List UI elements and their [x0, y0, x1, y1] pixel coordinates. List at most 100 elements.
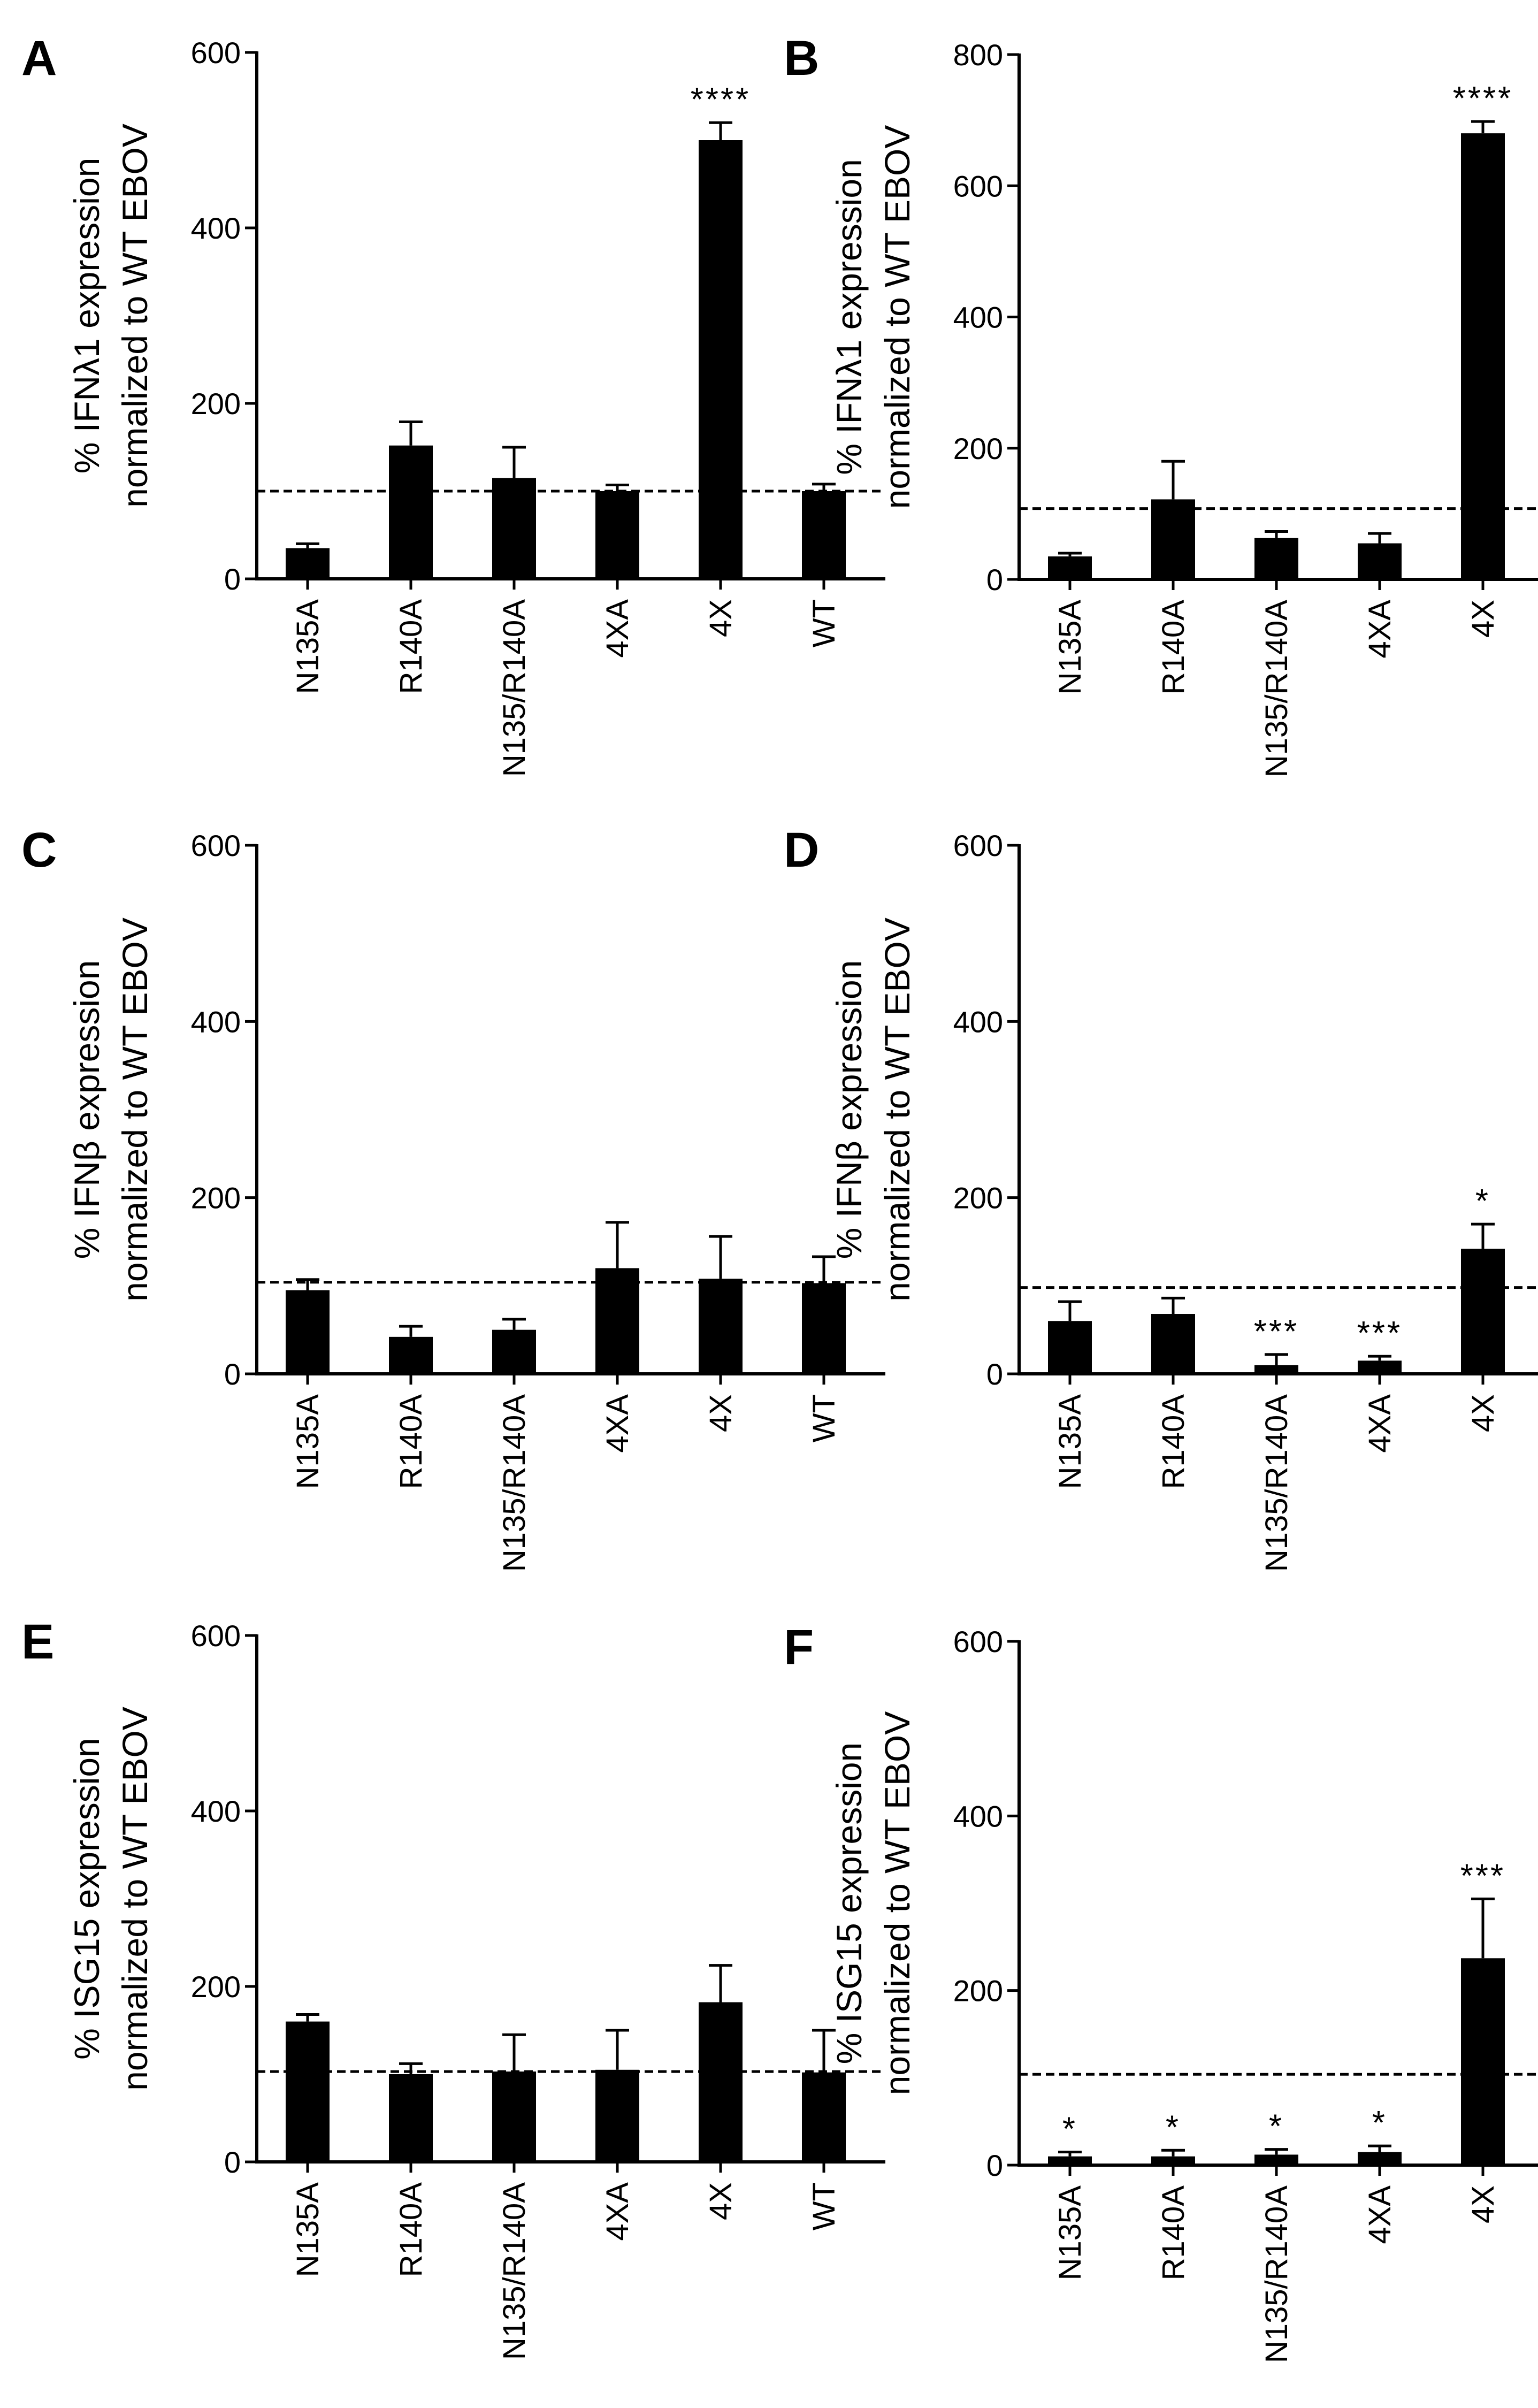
x-tick-label: 4XA [600, 1394, 635, 1453]
x-tick-label: 4XA [1363, 1394, 1397, 1453]
bar [699, 140, 743, 579]
panel-b: B % IFNλ1 expression normalized to WT EBOV… [784, 31, 1538, 777]
y-tick-label: 0 [986, 563, 1003, 597]
panel-letter: E [21, 1615, 54, 1669]
x-tick-label: R140A [394, 2182, 429, 2277]
x-tick-label: N135/R140A [497, 1394, 532, 1572]
bar [699, 2002, 743, 2162]
bar [492, 2071, 536, 2162]
x-tick-label: 4X [703, 2182, 738, 2220]
bar [1358, 2152, 1402, 2165]
bar [699, 1279, 743, 1374]
y-tick-label: 0 [224, 2145, 241, 2179]
y-axis-label-line2: normalized to WT EBOV [115, 918, 155, 1302]
significance-marker: *** [1254, 1313, 1299, 1350]
bar [492, 1329, 536, 1374]
bar [595, 2069, 639, 2162]
y-tick-label: 600 [191, 829, 241, 862]
y-axis-label-line1: % IFNλ1 expression [829, 159, 869, 475]
panel-c: C% IFNβ expression normalized to WT EBOV0… [21, 823, 885, 1572]
y-tick-label: 200 [953, 1181, 1003, 1215]
significance-marker: * [1475, 1183, 1490, 1220]
bar [1151, 499, 1195, 579]
x-tick-label: 4X [1466, 600, 1501, 638]
x-tick-label: N135A [290, 2182, 325, 2277]
x-tick-label: WT [807, 599, 841, 647]
y-tick-label: 200 [191, 1970, 241, 2004]
y-axis-label-line1: % ISG15 expression [829, 1742, 869, 2065]
y-tick-label: 200 [191, 1181, 241, 1215]
y-tick-label: 600 [953, 169, 1003, 203]
panel-d: D % IFNβ expression normalized to WT EBOV 0… [784, 823, 1538, 1572]
y-tick-label: 400 [953, 301, 1003, 334]
significance-marker: *** [1357, 1315, 1402, 1352]
y-tick-label: 400 [953, 1799, 1003, 1833]
y-tick-label: 0 [224, 1357, 241, 1391]
y-tick-label: 600 [191, 36, 241, 70]
x-tick-label: 4X [1466, 2185, 1501, 2223]
y-tick-label: 400 [191, 1005, 241, 1038]
x-tick-label: 4XA [1363, 600, 1397, 659]
x-tick-label: N135A [1053, 2185, 1088, 2281]
bar [1048, 1321, 1092, 1374]
x-tick-label: R140A [394, 599, 429, 694]
significance-marker: * [1166, 2109, 1181, 2146]
y-tick-label: 200 [953, 1974, 1003, 2008]
panel-letter: F [784, 1620, 814, 1675]
bar [389, 2074, 433, 2162]
y-axis-label-line2: normalized to WT EBOV [877, 125, 917, 509]
x-tick-label: 4XA [1363, 2185, 1397, 2244]
x-tick-label: R140A [394, 1394, 429, 1489]
bar [802, 2072, 846, 2162]
bar [802, 491, 846, 579]
bar [595, 1268, 639, 1374]
bar [286, 2021, 330, 2162]
bar [286, 548, 330, 579]
bar [1254, 2154, 1298, 2165]
significance-marker: * [1062, 2111, 1077, 2148]
y-axis-label-line2: normalized to WT EBOV [115, 124, 155, 508]
y-tick-label: 800 [953, 38, 1003, 72]
panel-a: A% IFNλ1 expression normalized to WT EBOV… [21, 31, 885, 777]
x-tick-label: WT [807, 1394, 841, 1442]
y-axis-label-line2: normalized to WT EBOV [115, 1707, 155, 2091]
bar [802, 1283, 846, 1374]
y-axis-label-line2: normalized to WT EBOV [877, 1711, 917, 2096]
significance-marker: *** [1460, 1857, 1505, 1894]
y-tick-label: 600 [953, 1625, 1003, 1658]
y-axis-label-line1: % IFNλ1 expression [67, 158, 106, 474]
x-tick-label: N135/R140A [497, 2182, 532, 2360]
x-tick-label: WT [807, 2182, 841, 2230]
x-tick-label: N135/R140A [1259, 600, 1294, 777]
x-tick-label: N135/R140A [1259, 2185, 1294, 2363]
bar [1461, 133, 1505, 579]
x-tick-label: N135A [1053, 1394, 1088, 1489]
panel-letter: B [784, 31, 819, 86]
y-tick-label: 600 [953, 829, 1003, 862]
y-tick-label: 200 [953, 432, 1003, 465]
x-tick-label: R140A [1156, 1394, 1191, 1489]
y-tick-label: 0 [986, 2149, 1003, 2182]
x-tick-label: N135A [290, 599, 325, 694]
panel-letter: A [21, 31, 57, 86]
y-tick-label: 0 [986, 1357, 1003, 1391]
bar [1151, 1314, 1195, 1374]
y-tick-label: 400 [191, 211, 241, 245]
x-tick-label: 4X [703, 1394, 738, 1432]
bar [595, 491, 639, 579]
x-tick-label: 4XA [600, 599, 635, 658]
bar [1461, 1958, 1505, 2165]
x-tick-label: R140A [1156, 2185, 1191, 2281]
significance-marker: **** [691, 81, 751, 118]
bar [1254, 1365, 1298, 1374]
y-axis-label-line1: % ISG15 expression [67, 1738, 106, 2060]
bar [1358, 543, 1402, 579]
significance-marker: **** [1453, 80, 1513, 117]
panel-letter: C [21, 823, 57, 877]
x-tick-label: 4X [1466, 1394, 1501, 1432]
y-tick-label: 400 [953, 1005, 1003, 1038]
x-tick-label: N135A [290, 1394, 325, 1489]
bar [286, 1290, 330, 1374]
panel-e: E% ISG15 expression normalized to WT EBOV… [21, 1615, 885, 2360]
